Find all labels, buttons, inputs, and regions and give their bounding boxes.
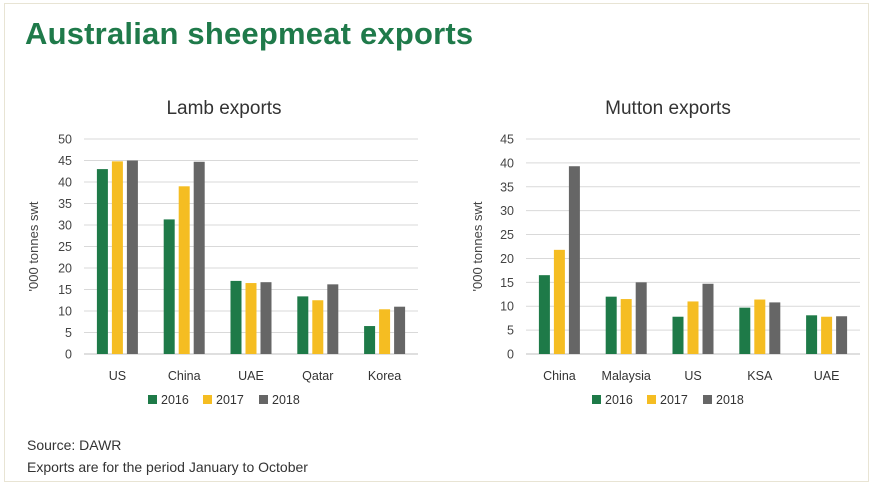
lamb-bar-china-2016 — [163, 219, 175, 354]
mutton-bar-ksa-2016 — [739, 307, 751, 354]
page-title: Australian sheepmeat exports — [25, 16, 474, 51]
mutton-y-tick-label: 45 — [500, 133, 514, 147]
lamb-y-tick-label: 20 — [58, 262, 72, 276]
mutton-bar-china-2016 — [538, 275, 550, 354]
mutton-legend-swatch-2016 — [592, 395, 601, 404]
lamb-y-tick-label: 35 — [58, 197, 72, 211]
mutton-y-tick-label: 40 — [500, 156, 514, 170]
mutton-y-tick-label: 0 — [507, 348, 514, 362]
mutton-y-tick-label: 35 — [500, 180, 514, 194]
mutton-category-label: China — [543, 369, 576, 383]
lamb-bar-qatar-2018 — [327, 284, 339, 354]
mutton-bar-uae-2018 — [836, 316, 848, 354]
lamb-category-label: US — [109, 369, 126, 383]
mutton-bar-uae-2017 — [821, 316, 833, 354]
lamb-legend-swatch-2018 — [259, 395, 268, 404]
lamb-bar-china-2018 — [193, 161, 205, 354]
lamb-y-tick-label: 0 — [65, 348, 72, 362]
mutton-bar-us-2017 — [687, 301, 699, 354]
lamb-bar-uae-2016 — [230, 280, 242, 354]
mutton-y-tick-label: 5 — [507, 324, 514, 338]
lamb-legend-label-2017: 2017 — [216, 393, 244, 407]
slide-frame — [4, 3, 869, 482]
lamb-legend-label-2018: 2018 — [272, 393, 300, 407]
lamb-bar-us-2016 — [96, 169, 108, 354]
lamb-y-tick-label: 30 — [58, 219, 72, 233]
lamb-bar-us-2018 — [126, 160, 138, 354]
source-note: Source: DAWR — [27, 437, 122, 453]
period-note: Exports are for the period January to Oc… — [27, 459, 308, 475]
mutton-bar-ksa-2017 — [754, 299, 766, 354]
lamb-y-tick-label: 25 — [58, 240, 72, 254]
mutton-y-tick-label: 25 — [500, 228, 514, 242]
mutton-bar-china-2017 — [553, 249, 565, 354]
mutton-legend-label-2018: 2018 — [716, 393, 744, 407]
mutton-y-axis-label: '000 tonnes swt — [470, 201, 485, 291]
lamb-bar-korea-2016 — [364, 326, 376, 354]
lamb-y-axis-label: '000 tonnes swt — [26, 201, 41, 291]
mutton-category-label: US — [684, 369, 701, 383]
lamb-category-label: Qatar — [302, 369, 333, 383]
mutton-legend-label-2016: 2016 — [605, 393, 633, 407]
mutton-bar-china-2018 — [568, 166, 580, 354]
mutton-bar-us-2016 — [672, 316, 684, 354]
lamb-y-tick-label: 10 — [58, 305, 72, 319]
mutton-y-tick-label: 30 — [500, 204, 514, 218]
lamb-y-tick-label: 50 — [58, 133, 72, 147]
mutton-bar-malaysia-2017 — [620, 299, 632, 354]
mutton-bar-ksa-2018 — [769, 302, 781, 354]
mutton-y-tick-label: 20 — [500, 252, 514, 266]
lamb-bar-uae-2017 — [245, 283, 257, 354]
lamb-y-tick-label: 15 — [58, 283, 72, 297]
mutton-category-label: UAE — [814, 369, 840, 383]
mutton-y-tick-label: 15 — [500, 276, 514, 290]
lamb-y-tick-label: 45 — [58, 154, 72, 168]
mutton-chart-title: Mutton exports — [605, 98, 731, 119]
lamb-y-tick-label: 40 — [58, 176, 72, 190]
mutton-category-label: KSA — [747, 369, 773, 383]
mutton-y-tick-label: 10 — [500, 300, 514, 314]
mutton-bar-uae-2016 — [806, 315, 818, 354]
lamb-bar-korea-2018 — [394, 306, 406, 354]
lamb-category-label: Korea — [368, 369, 401, 383]
mutton-bar-us-2018 — [702, 283, 714, 354]
lamb-bar-korea-2017 — [379, 309, 391, 354]
mutton-bar-malaysia-2018 — [635, 282, 647, 354]
lamb-bar-uae-2018 — [260, 282, 272, 354]
lamb-bar-qatar-2016 — [297, 296, 309, 354]
lamb-category-label: UAE — [238, 369, 264, 383]
mutton-bar-malaysia-2016 — [605, 296, 617, 354]
lamb-legend-label-2016: 2016 — [161, 393, 189, 407]
lamb-bar-qatar-2017 — [312, 300, 324, 354]
lamb-chart-title: Lamb exports — [166, 98, 281, 119]
lamb-y-tick-label: 5 — [65, 326, 72, 340]
lamb-bar-china-2017 — [178, 186, 190, 354]
lamb-category-label: China — [168, 369, 201, 383]
mutton-legend-swatch-2017 — [647, 395, 656, 404]
mutton-legend-swatch-2018 — [703, 395, 712, 404]
mutton-legend-label-2017: 2017 — [660, 393, 688, 407]
mutton-category-label: Malaysia — [602, 369, 651, 383]
lamb-legend-swatch-2017 — [203, 395, 212, 404]
lamb-bar-us-2017 — [111, 161, 123, 354]
lamb-legend-swatch-2016 — [148, 395, 157, 404]
